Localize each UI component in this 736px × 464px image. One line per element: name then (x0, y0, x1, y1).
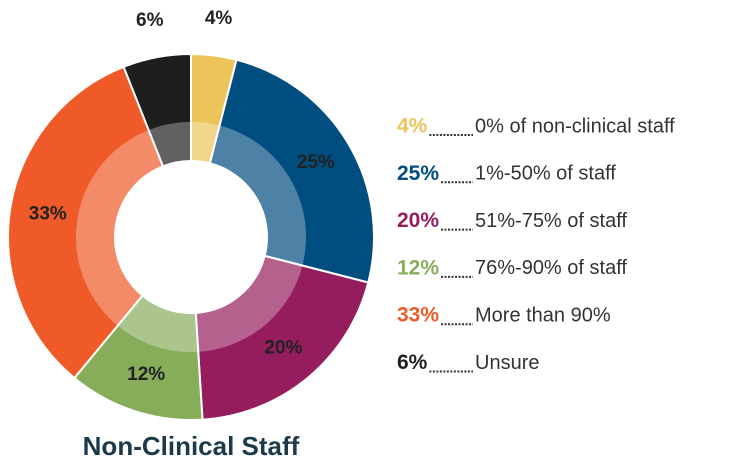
legend-label: 51%-75% of staff (475, 210, 627, 232)
legend-label: Unsure (475, 352, 539, 374)
data-label: 20% (264, 338, 302, 359)
legend-value: 12% (397, 256, 439, 279)
legend-value: 20% (397, 209, 439, 232)
slice (194, 254, 370, 421)
data-label: 25% (297, 152, 335, 173)
chart-title: Non-Clinical Staff (83, 431, 300, 461)
legend-label: 0% of non-clinical staff (475, 115, 675, 137)
slice (7, 65, 165, 380)
legend-label: 76%-90% of staff (475, 257, 627, 279)
slice (122, 52, 192, 168)
data-label: 4% (205, 8, 233, 29)
legend-value: 33% (397, 304, 439, 327)
slice (72, 294, 204, 421)
data-label: 6% (136, 10, 164, 31)
legend-value: 6% (397, 351, 428, 374)
legend-label: 1%-50% of staff (475, 163, 616, 185)
slice (208, 58, 375, 284)
legend-value: 25% (397, 162, 439, 185)
data-label: 12% (127, 364, 165, 385)
legend-value: 4% (397, 115, 428, 138)
inner-ring (75, 121, 307, 353)
data-label: 33% (29, 203, 67, 224)
legend-label: More than 90% (475, 304, 611, 326)
